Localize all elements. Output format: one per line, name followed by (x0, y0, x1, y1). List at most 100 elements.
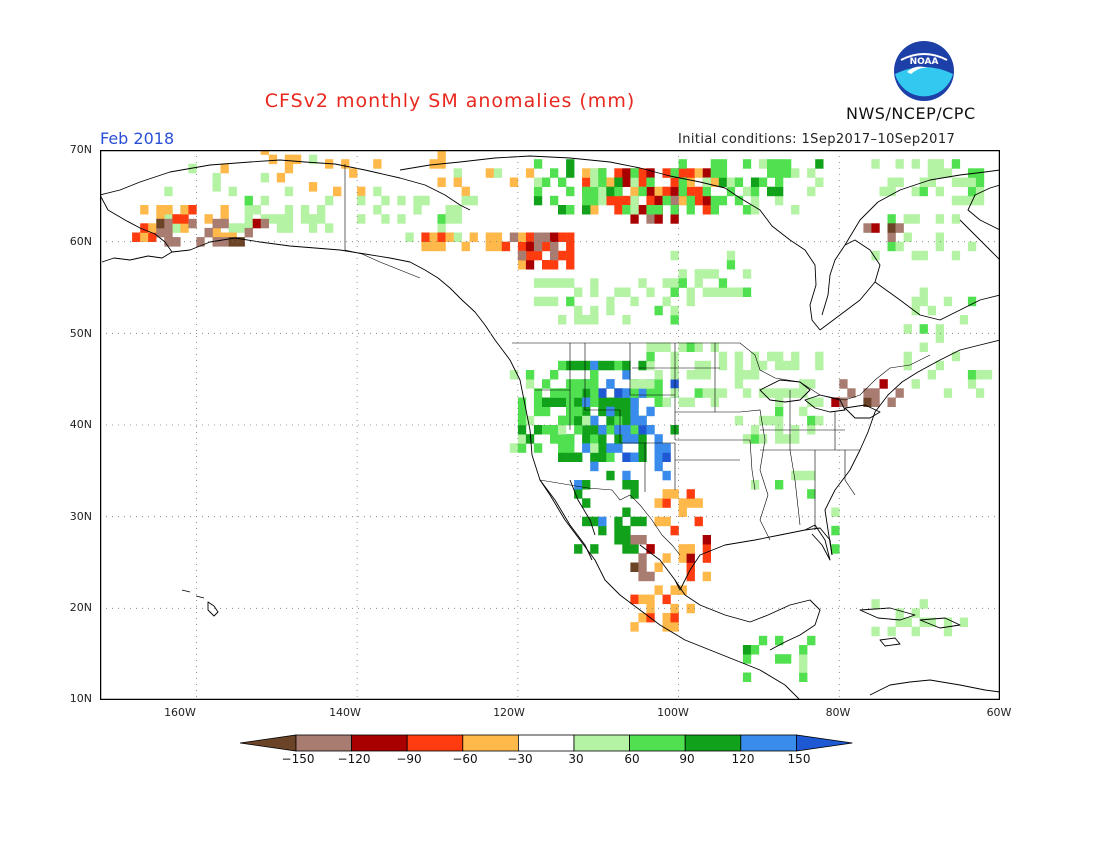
anomaly-cell (775, 360, 784, 371)
anomaly-cell (686, 342, 695, 352)
anomaly-cell (461, 195, 470, 206)
anomaly-cell (871, 223, 880, 233)
anomaly-cell (662, 498, 671, 508)
anomaly-cell (646, 177, 655, 187)
colorbar (239, 733, 862, 753)
anomaly-cell (485, 232, 494, 242)
anomaly-cell (758, 415, 768, 426)
anomaly-cell (686, 562, 695, 572)
anomaly-cell (517, 415, 527, 426)
anomaly-cell (598, 397, 607, 407)
anomaly-cell (172, 223, 181, 233)
anomaly-cells (132, 150, 993, 682)
anomaly-cell (469, 195, 478, 206)
anomaly-cell (437, 232, 446, 242)
anomaly-cell (525, 168, 535, 178)
anomaly-cell (646, 205, 655, 215)
anomaly-cell (606, 425, 615, 435)
anomaly-cell (590, 397, 599, 407)
anomaly-cell (614, 388, 623, 398)
anomaly-cell (590, 379, 599, 389)
anomaly-cell (590, 425, 599, 435)
anomaly-cell (260, 150, 269, 155)
anomaly-cell (975, 177, 985, 187)
anomaly-cell (558, 452, 567, 462)
anomaly-cell (445, 232, 454, 242)
anomaly-cell (606, 443, 615, 453)
anomaly-cell (614, 415, 623, 426)
anomaly-cell (172, 237, 181, 247)
anomaly-cell (614, 287, 623, 297)
anomaly-cell (638, 205, 647, 215)
anomaly-cell (598, 360, 607, 371)
anomaly-cell (911, 626, 920, 637)
anomaly-cell (349, 168, 358, 178)
anomaly-cell (726, 177, 736, 187)
anomaly-cell (959, 195, 969, 206)
anomaly-cell (582, 406, 591, 417)
anomaly-cell (662, 296, 671, 307)
anomaly-cell (614, 195, 623, 206)
anomaly-cell (742, 645, 752, 655)
anomaly-cell (292, 154, 302, 165)
anomaly-cell (533, 250, 543, 261)
anomaly-cell (582, 186, 591, 197)
anomaly-cell (903, 324, 912, 334)
anomaly-cell (582, 168, 591, 178)
anomaly-cell (638, 425, 647, 435)
anomaly-cell (598, 406, 607, 417)
anomaly-cell (694, 388, 703, 398)
anomaly-cell (919, 342, 928, 352)
anomaly-cell (558, 278, 567, 288)
anomaly-cell (558, 360, 567, 371)
anomaly-cell (638, 360, 647, 371)
anomaly-cell (927, 177, 936, 187)
anomaly-cell (791, 205, 800, 215)
anomaly-cell (710, 269, 719, 279)
anomaly-cell (895, 388, 904, 398)
anomaly-cell (558, 434, 567, 444)
anomaly-cell (775, 351, 784, 362)
anomaly-cell (646, 594, 655, 605)
anomaly-cell (638, 535, 647, 545)
anomaly-cell (574, 315, 583, 325)
anomaly-cell (622, 406, 631, 417)
anomaly-cell (791, 470, 800, 481)
anomaly-cell (791, 360, 800, 371)
anomaly-cell (574, 489, 583, 499)
anomaly-cell (895, 177, 904, 187)
anomaly-cell (662, 516, 671, 527)
anomaly-cell (550, 434, 559, 444)
anomaly-cell (252, 205, 261, 215)
anomaly-cell (164, 237, 173, 247)
anomaly-cell (493, 241, 503, 252)
anomaly-cell (550, 241, 559, 252)
anomaly-cell (220, 163, 229, 174)
anomaly-cell (453, 205, 462, 215)
anomaly-cell (775, 177, 784, 187)
lon-tick-label: 100W (657, 706, 689, 719)
anomaly-cell (598, 525, 607, 536)
anomaly-cell (517, 434, 527, 444)
anomaly-cell (959, 617, 969, 627)
anomaly-cell (220, 237, 229, 247)
anomaly-cell (646, 360, 655, 371)
anomaly-cell (678, 342, 687, 352)
anomaly-cell (558, 177, 567, 187)
anomaly-cell (630, 434, 639, 444)
lat-lon-grid (100, 150, 1000, 700)
anomaly-cell (509, 177, 519, 187)
anomaly-cell (734, 351, 744, 362)
anomaly-cell (533, 232, 543, 242)
anomaly-cell (767, 415, 776, 426)
anomaly-cell (758, 177, 768, 187)
anomaly-cell (517, 425, 527, 435)
anomaly-cell (670, 287, 679, 297)
anomaly-cell (662, 553, 671, 563)
lon-tick-label: 160W (164, 706, 196, 719)
anomaly-cell (967, 168, 977, 178)
anomaly-cell (533, 241, 543, 252)
lat-tick-label: 30N (69, 510, 92, 523)
lat-tick-label: 50N (69, 327, 92, 340)
anomaly-cell (670, 315, 679, 325)
